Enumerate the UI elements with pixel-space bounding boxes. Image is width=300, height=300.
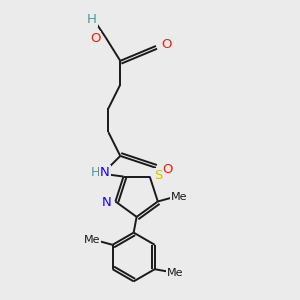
- Text: N: N: [102, 196, 112, 208]
- Text: Me: Me: [83, 235, 100, 245]
- Text: O: O: [162, 163, 172, 176]
- Text: O: O: [161, 38, 172, 51]
- Text: H: H: [90, 166, 100, 179]
- Text: H: H: [87, 13, 97, 26]
- Text: O: O: [90, 32, 100, 45]
- Text: S: S: [154, 169, 162, 182]
- Text: Me: Me: [171, 192, 188, 202]
- Text: Me: Me: [167, 268, 184, 278]
- Text: N: N: [100, 166, 110, 179]
